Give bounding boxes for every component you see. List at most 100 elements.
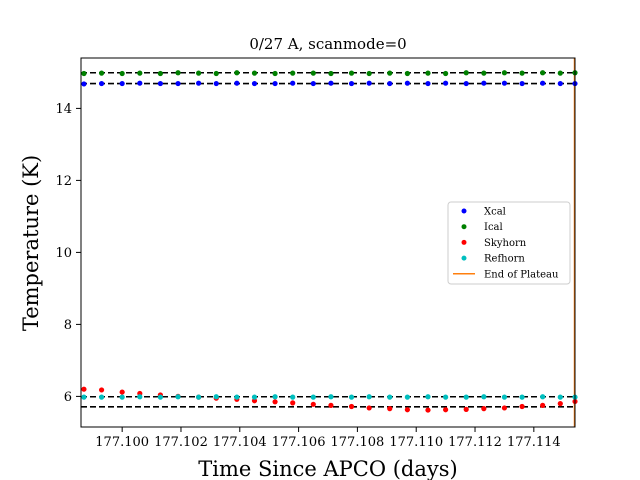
data-point-refhorn [540, 394, 546, 400]
data-point-refhorn [501, 394, 508, 400]
data-point-xcal [98, 80, 105, 87]
data-point-ical [557, 70, 563, 76]
legend-marker-xcal [461, 208, 467, 214]
data-point-skyhorn [387, 406, 393, 412]
data-point-ical [119, 70, 125, 77]
x-tick-label: 177.100 [95, 435, 149, 450]
data-point-refhorn [404, 394, 410, 400]
data-point-ical [98, 70, 105, 76]
data-point-skyhorn [272, 399, 278, 405]
data-point-xcal [463, 80, 469, 87]
data-point-ical [290, 70, 296, 76]
legend-label-skyhorn: Skyhorn [484, 238, 527, 249]
data-point-refhorn [443, 394, 449, 400]
data-point-skyhorn [328, 402, 334, 408]
data-point-xcal [404, 80, 410, 86]
data-point-xcal [251, 80, 258, 87]
data-point-ical [272, 70, 278, 77]
data-point-xcal [328, 80, 334, 86]
y-tick-label: 10 [55, 246, 72, 261]
data-point-xcal [175, 80, 181, 87]
data-point-xcal [557, 80, 563, 87]
legend-marker-skyhorn [461, 239, 467, 245]
data-point-skyhorn [98, 387, 105, 393]
data-point-skyhorn [404, 407, 410, 413]
x-tick-label: 177.108 [331, 435, 385, 450]
data-point-skyhorn [540, 402, 546, 408]
data-point-ical [234, 70, 240, 76]
data-point-xcal [213, 80, 219, 87]
data-point-refhorn [175, 394, 181, 400]
data-point-xcal [519, 80, 525, 87]
data-point-ical [443, 70, 449, 77]
data-point-skyhorn [425, 407, 431, 413]
data-point-refhorn [310, 394, 316, 400]
legend-box [447, 201, 571, 285]
data-point-xcal [290, 80, 296, 86]
data-point-refhorn [137, 394, 143, 400]
data-point-ical [251, 70, 258, 76]
data-point-skyhorn [463, 406, 469, 412]
data-point-refhorn [119, 394, 125, 400]
data-point-skyhorn [290, 400, 296, 406]
data-point-xcal [310, 80, 316, 87]
data-point-refhorn [251, 394, 258, 400]
data-point-ical [348, 70, 355, 76]
data-point-refhorn [328, 394, 334, 400]
data-point-ical [81, 70, 87, 77]
x-tick-label: 177.102 [154, 435, 208, 450]
data-point-xcal [272, 80, 278, 87]
data-point-ical [310, 70, 316, 76]
y-tick-label: 8 [64, 318, 72, 333]
chart-title: 0/27 A, scanmode=0 [249, 35, 406, 53]
data-point-skyhorn [251, 398, 258, 404]
data-point-xcal [481, 80, 487, 86]
data-point-refhorn [366, 394, 372, 400]
y-axis-label: Temperature (K) [19, 155, 43, 331]
data-point-ical [157, 70, 163, 77]
legend-marker-ical [461, 224, 467, 230]
data-point-skyhorn [366, 405, 372, 411]
data-point-refhorn [290, 394, 296, 400]
y-tick-label: 12 [55, 174, 72, 189]
axes-frame [80, 57, 576, 428]
data-point-refhorn [157, 394, 163, 400]
x-tick-label: 177.104 [213, 435, 267, 450]
data-point-refhorn [425, 394, 431, 400]
data-point-xcal [137, 80, 143, 86]
data-point-ical [387, 70, 393, 76]
data-point-ical [425, 70, 431, 76]
data-point-refhorn [81, 394, 87, 400]
data-point-xcal [157, 80, 163, 87]
data-point-skyhorn [443, 407, 449, 413]
legend: Xcal Ical Skyhorn Refhorn End of Plateau [447, 201, 571, 285]
data-point-refhorn [557, 394, 563, 400]
data-point-ical [501, 70, 508, 76]
data-point-skyhorn [501, 405, 508, 411]
data-point-ical [481, 70, 487, 76]
data-point-refhorn [98, 394, 105, 400]
data-point-ical [540, 70, 546, 76]
plot-area [81, 58, 578, 427]
data-point-refhorn [519, 394, 525, 400]
data-point-xcal [501, 80, 508, 86]
y-tick-label: 6 [64, 390, 72, 405]
data-point-refhorn [272, 394, 278, 400]
data-point-skyhorn [119, 389, 125, 395]
data-point-xcal [443, 80, 449, 86]
data-point-ical [366, 70, 372, 77]
data-point-ical [213, 70, 219, 77]
data-point-refhorn [196, 394, 202, 400]
data-point-ical [196, 70, 202, 76]
data-point-xcal [387, 80, 393, 87]
data-point-xcal [81, 81, 87, 87]
x-tick-label: 177.110 [389, 435, 443, 450]
data-point-xcal [196, 80, 202, 86]
data-point-xcal [425, 80, 431, 87]
legend-label-end-of-plateau: End of Plateau [484, 269, 559, 280]
data-point-skyhorn [310, 401, 316, 407]
data-point-skyhorn [81, 386, 87, 392]
data-point-refhorn [348, 394, 355, 400]
data-point-skyhorn [348, 403, 355, 410]
